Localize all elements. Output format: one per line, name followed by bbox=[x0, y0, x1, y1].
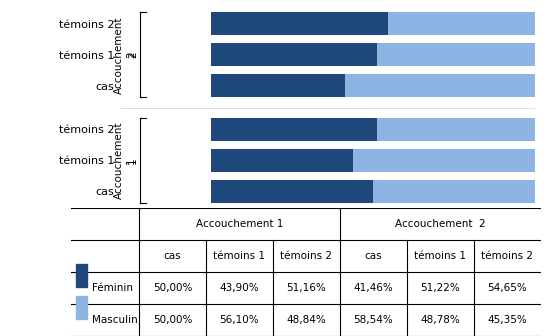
Text: Accouchement
1: Accouchement 1 bbox=[114, 122, 136, 199]
Text: 58,54%: 58,54% bbox=[353, 315, 393, 325]
Text: Accouchement  2: Accouchement 2 bbox=[395, 219, 485, 229]
Text: témoins 2: témoins 2 bbox=[481, 251, 533, 261]
Text: 2: 2 bbox=[128, 51, 138, 58]
Text: 1: 1 bbox=[128, 157, 138, 164]
Text: 48,78%: 48,78% bbox=[420, 315, 460, 325]
Bar bbox=[211, 149, 353, 172]
Bar bbox=[211, 118, 377, 141]
Text: 51,16%: 51,16% bbox=[287, 283, 326, 293]
Text: témoins 2: témoins 2 bbox=[280, 251, 333, 261]
Text: Accouchement 1: Accouchement 1 bbox=[196, 219, 283, 229]
Bar bbox=[76, 296, 87, 320]
Bar bbox=[345, 74, 535, 97]
Bar bbox=[211, 180, 373, 203]
Text: Accouchement
2: Accouchement 2 bbox=[114, 16, 136, 93]
Bar bbox=[373, 180, 535, 203]
Text: 48,84%: 48,84% bbox=[287, 315, 326, 325]
Bar bbox=[353, 149, 535, 172]
Bar bbox=[211, 74, 345, 97]
Text: Masculin: Masculin bbox=[92, 315, 138, 325]
Bar bbox=[211, 12, 388, 35]
Text: 43,90%: 43,90% bbox=[219, 283, 259, 293]
Text: Féminin: Féminin bbox=[92, 283, 133, 293]
Text: cas: cas bbox=[364, 251, 382, 261]
Text: 54,65%: 54,65% bbox=[487, 283, 527, 293]
Text: 41,46%: 41,46% bbox=[353, 283, 393, 293]
Bar bbox=[377, 43, 535, 67]
Text: 50,00%: 50,00% bbox=[153, 315, 192, 325]
Text: témoins 1: témoins 1 bbox=[213, 251, 265, 261]
Text: 51,22%: 51,22% bbox=[420, 283, 460, 293]
Text: 45,35%: 45,35% bbox=[487, 315, 527, 325]
Text: témoins 1: témoins 1 bbox=[414, 251, 466, 261]
Bar bbox=[377, 118, 535, 141]
Bar bbox=[76, 264, 87, 288]
Bar bbox=[211, 43, 377, 67]
Bar bbox=[388, 12, 535, 35]
Text: 56,10%: 56,10% bbox=[219, 315, 259, 325]
Text: 50,00%: 50,00% bbox=[153, 283, 192, 293]
Text: cas: cas bbox=[164, 251, 181, 261]
